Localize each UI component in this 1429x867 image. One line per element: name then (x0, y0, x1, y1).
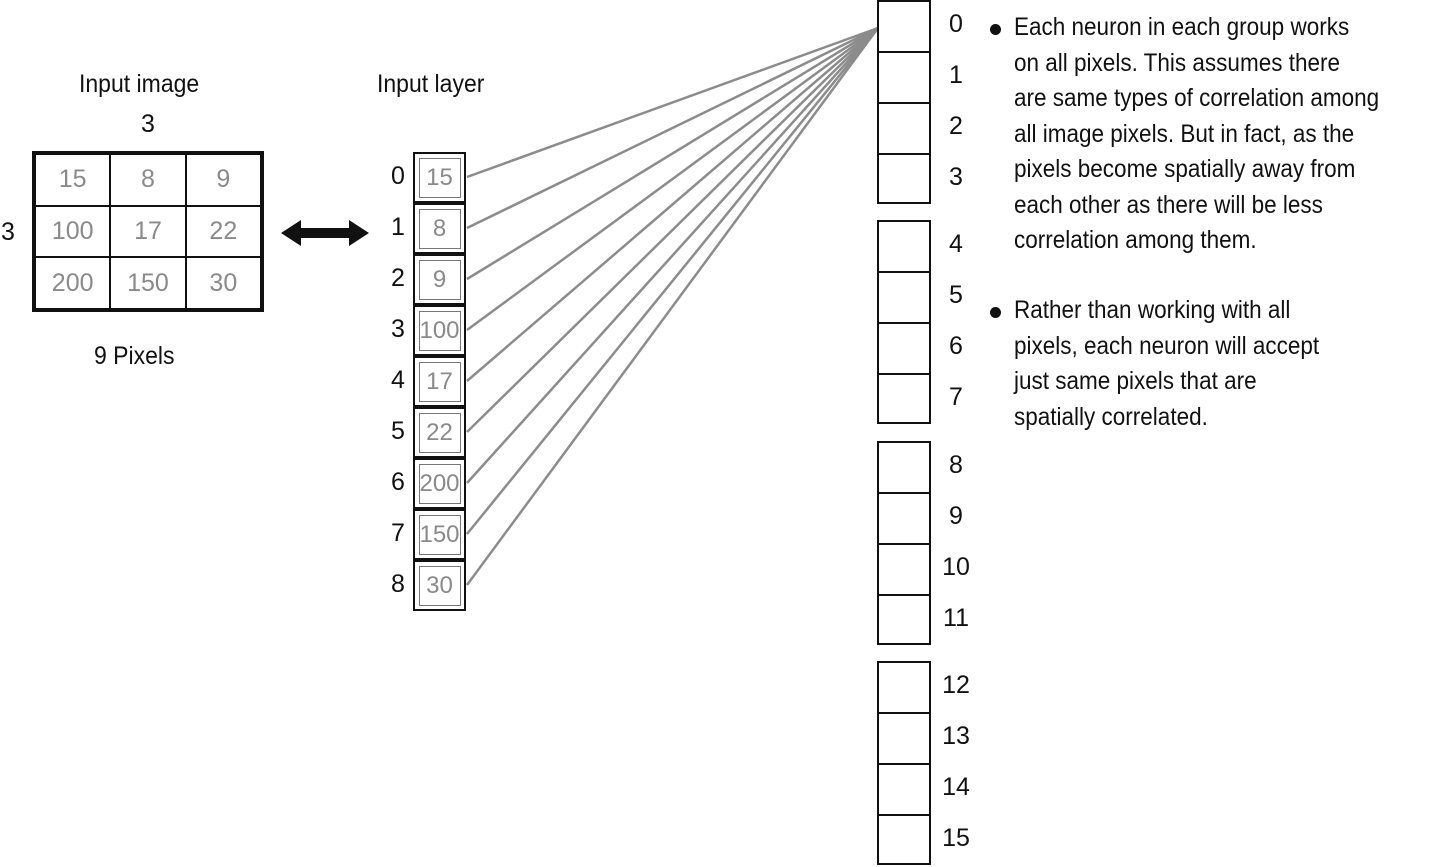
neuron-cell (879, 2, 929, 53)
neuron-cell (879, 494, 929, 545)
neuron-index-label: 10 (942, 553, 970, 581)
pixel-cell: 30 (185, 257, 261, 309)
input-image-title: Input image (79, 70, 200, 98)
note-text: Rather than working with all pixels, eac… (1014, 296, 1320, 431)
neuron-index-label: 2 (949, 112, 963, 140)
input-neuron-value: 9 (418, 259, 461, 300)
neuron-index-label: 5 (949, 281, 963, 309)
layer-index-label: 2 (391, 264, 405, 292)
connector-line (466, 26, 879, 230)
neuron-cell (879, 104, 929, 155)
connector-line (466, 26, 879, 332)
bullet-icon (990, 24, 1001, 35)
neuron-cell (879, 222, 929, 273)
image-height-label: 3 (1, 218, 15, 246)
neuron-index-label: 8 (949, 451, 963, 479)
pixel-cell: 9 (185, 154, 261, 206)
neuron-index-label: 15 (942, 824, 970, 852)
layer-index-label: 1 (391, 213, 405, 241)
neuron-index-label: 3 (949, 163, 963, 191)
input-neuron: 8 (413, 203, 466, 254)
connector-line (466, 27, 879, 382)
pixel-cell: 22 (185, 205, 261, 258)
neuron-cell (879, 663, 929, 714)
double-arrow-icon (281, 220, 369, 246)
input-neuron: 15 (413, 152, 466, 203)
connector-line (466, 26, 879, 281)
input-neuron: 200 (413, 458, 466, 509)
neuron-cell (879, 155, 929, 206)
input-neuron-value: 100 (418, 310, 461, 351)
pixel-cell: 100 (35, 205, 111, 258)
neuron-cell (879, 596, 929, 647)
neuron-cell (879, 765, 929, 816)
neuron-index-label: 7 (949, 383, 963, 411)
neuron-cell (879, 375, 929, 426)
neuron-index-label: 0 (949, 10, 963, 38)
input-neuron: 150 (413, 509, 466, 560)
connector-line (466, 27, 879, 433)
neuron-group (877, 661, 931, 865)
layer-index-label: 3 (391, 315, 405, 343)
neuron-group (877, 220, 931, 424)
connector-line (466, 27, 879, 535)
input-layer-title: Input layer (377, 70, 485, 98)
input-neuron: 22 (413, 407, 466, 458)
neuron-index-label: 1 (949, 61, 963, 89)
input-neuron-value: 30 (418, 565, 461, 606)
neuron-index-label: 6 (949, 332, 963, 360)
input-neuron-value: 22 (418, 412, 461, 453)
neuron-index-label: 9 (949, 502, 963, 530)
input-neuron-value: 15 (418, 157, 461, 198)
image-width-label: 3 (141, 110, 155, 138)
layer-index-label: 4 (391, 366, 405, 394)
connector-line (466, 27, 879, 484)
bullet-icon (990, 307, 1001, 318)
neuron-cell (879, 443, 929, 494)
input-neuron: 30 (413, 560, 466, 611)
note-text: Each neuron in each group works on all p… (1014, 13, 1380, 254)
input-neuron: 17 (413, 356, 466, 407)
layer-index-label: 8 (391, 570, 405, 598)
pixel-count-caption: 9 Pixels (94, 342, 175, 370)
neuron-group (877, 441, 931, 645)
neuron-index-label: 11 (943, 604, 969, 632)
layer-index-label: 5 (391, 417, 405, 445)
connector-line (466, 26, 879, 179)
neuron-index-label: 14 (942, 773, 970, 801)
neuron-cell (879, 816, 929, 867)
input-image-grid: 15 8 9 100 17 22 200 150 30 (32, 151, 264, 312)
neuron-index-label: 4 (949, 230, 963, 258)
input-neuron-value: 150 (418, 514, 461, 555)
neuron-cell (879, 273, 929, 324)
pixel-cell: 8 (110, 154, 186, 206)
neuron-cell (879, 714, 929, 765)
pixel-cell: 150 (110, 257, 186, 309)
input-neuron-value: 200 (418, 463, 461, 504)
connector-line (465, 27, 880, 586)
input-neuron: 9 (413, 254, 466, 305)
input-neuron-value: 17 (418, 361, 461, 402)
neuron-cell (879, 324, 929, 375)
layer-index-label: 6 (391, 468, 405, 496)
layer-index-label: 7 (391, 519, 405, 547)
input-neuron-value: 8 (418, 208, 461, 249)
neuron-index-label: 13 (942, 722, 970, 750)
neuron-cell (879, 53, 929, 104)
pixel-cell: 15 (35, 154, 111, 206)
input-neuron: 100 (413, 305, 466, 356)
neuron-cell (879, 545, 929, 596)
pixel-cell: 200 (35, 257, 111, 309)
neuron-index-label: 12 (942, 671, 970, 699)
neuron-group (877, 0, 931, 204)
pixel-cell: 17 (110, 205, 186, 258)
layer-index-label: 0 (391, 162, 405, 190)
